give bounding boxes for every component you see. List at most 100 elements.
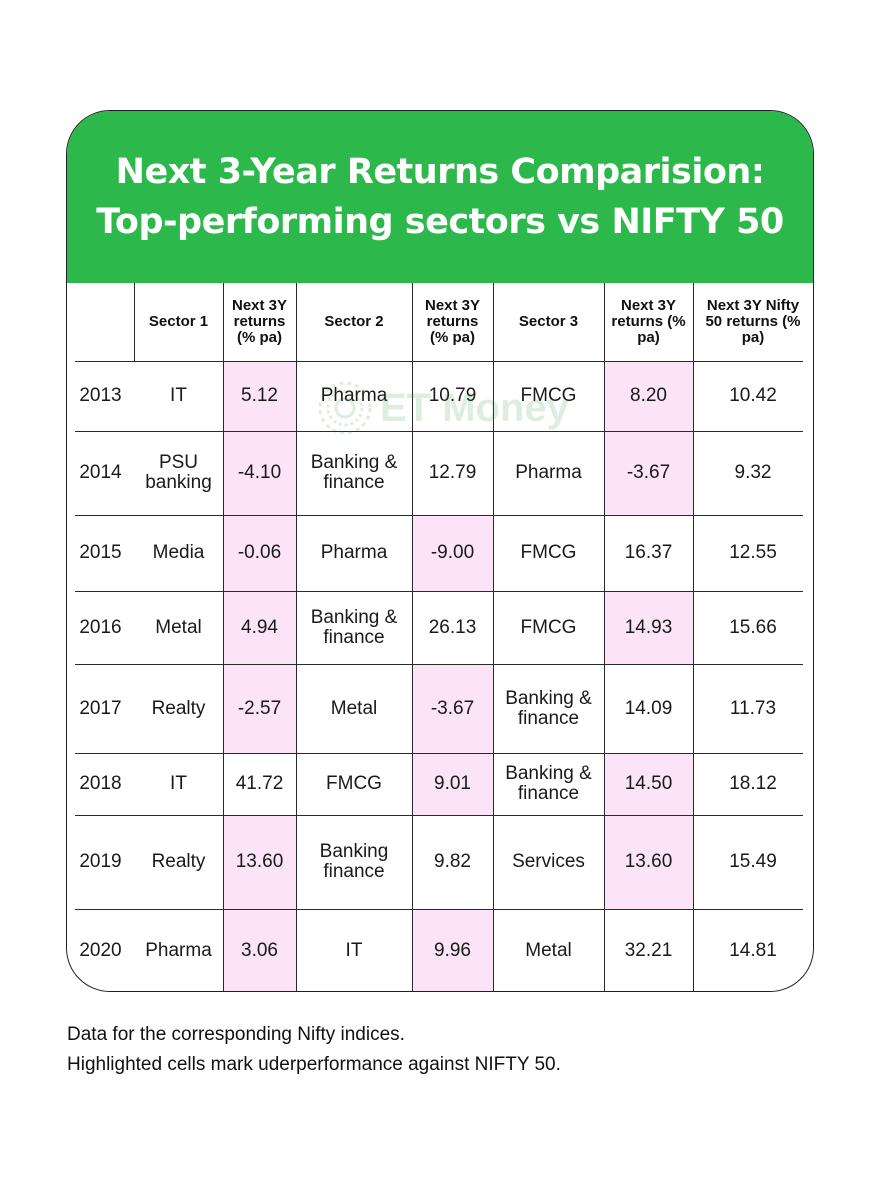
highlight-cell	[413, 909, 493, 991]
table-cell: 18.12	[729, 773, 777, 794]
table-cell: Pharma	[145, 940, 212, 961]
table-cell: FMCG	[520, 616, 577, 638]
table-cell: -0.06	[237, 542, 282, 563]
highlight-cell	[605, 591, 693, 664]
row-divider	[75, 909, 803, 910]
table-cell: -4.10	[237, 462, 282, 483]
highlight-cell	[224, 664, 296, 753]
column-header: Sector 2	[324, 313, 384, 330]
column-divider	[296, 283, 297, 991]
column-header: Sector 3	[518, 313, 579, 330]
highlight-cell	[413, 664, 493, 753]
row-divider	[75, 591, 803, 592]
table-cell: Banking & finance	[310, 452, 398, 493]
table-cell: 32.21	[624, 940, 673, 961]
title-line-1: Next 3-Year Returns Comparision:	[115, 152, 765, 192]
table-cell: 14.09	[624, 697, 673, 719]
table-cell: 9.96	[434, 940, 471, 961]
returns-table: Sector 1 Next 3Y returns (% pa) Sector 2 Ne…	[67, 283, 813, 991]
column-divider	[223, 283, 224, 991]
highlight-cell	[224, 361, 296, 431]
table-cell: Pharma	[320, 542, 388, 563]
table-cell: Metal	[525, 940, 572, 961]
table-cell: Banking & finance	[505, 763, 592, 804]
highlight-cell	[413, 753, 493, 815]
table-cell: 2017	[79, 697, 122, 719]
row-divider	[75, 515, 803, 516]
table-cell: Banking finance	[319, 841, 389, 882]
row-divider	[75, 664, 803, 665]
table-cell: 12.55	[729, 542, 777, 563]
table-cell: 2014	[79, 462, 122, 483]
title-banner: Next 3-Year Returns Comparision: Top-per…	[67, 111, 813, 283]
column-divider	[412, 283, 413, 991]
highlight-cell	[224, 815, 296, 909]
table-cell: 14.50	[624, 773, 673, 794]
table-cell: 2015	[79, 542, 122, 563]
column-divider	[604, 283, 605, 991]
table-cell: 9.01	[434, 773, 471, 794]
column-header: Next 3Y Nifty 50 returns (% pa)	[705, 297, 801, 346]
table-cell: 3.06	[241, 940, 278, 961]
table-cell: Pharma	[515, 462, 582, 483]
table-cell: 41.72	[235, 773, 284, 794]
highlight-cell	[224, 431, 296, 515]
highlight-cell	[605, 753, 693, 815]
table-cell: 2013	[79, 385, 122, 406]
table-cell: Services	[512, 851, 585, 872]
table-cell: 13.60	[624, 851, 673, 872]
table-cell: IT	[170, 385, 187, 406]
table-cell: 2016	[79, 616, 122, 638]
table-cell: -9.00	[430, 542, 475, 563]
highlight-cell	[413, 515, 493, 591]
highlight-cell	[605, 361, 693, 431]
table-cell: Realty	[151, 697, 206, 719]
table-cell: 10.42	[729, 385, 777, 406]
row-divider	[75, 431, 803, 432]
table-cell: 9.32	[734, 462, 772, 483]
row-divider	[75, 361, 803, 362]
footnote-line-2: Highlighted cells mark uderperformance a…	[67, 1054, 561, 1075]
highlight-cell	[224, 909, 296, 991]
table-cell: -3.67	[430, 697, 475, 719]
column-header: Next 3Y returns (% pa)	[231, 297, 288, 346]
table-cell: Metal	[155, 616, 202, 638]
table-cell: FMCG	[326, 773, 382, 794]
table-cell: Pharma	[320, 385, 388, 406]
table-cell: 16.37	[624, 542, 673, 563]
highlight-cell	[224, 591, 296, 664]
table-cell: FMCG	[520, 385, 577, 406]
table-cell: 13.60	[235, 851, 284, 872]
column-divider	[693, 283, 694, 991]
column-divider	[493, 283, 494, 991]
table-cell: 14.93	[624, 616, 673, 638]
column-divider	[134, 283, 135, 361]
highlight-cell	[224, 515, 296, 591]
table-cell: 14.81	[729, 940, 777, 961]
table-cell: 15.66	[729, 616, 777, 638]
table-cell: Media	[152, 542, 205, 563]
table-cell: IT	[170, 773, 187, 794]
footnote: Data for the corresponding Nifty indices…	[67, 1020, 827, 1080]
title-line-2: Top-performing sectors vs NIFTY 50	[96, 202, 784, 242]
table-cell: -2.57	[237, 697, 282, 719]
table-cell: 2020	[79, 940, 122, 961]
table-cell: Banking & finance	[505, 687, 592, 729]
table-cell: -3.67	[626, 462, 671, 483]
highlight-cell	[605, 815, 693, 909]
table-cell: IT	[345, 940, 363, 961]
column-header: Next 3Y returns (% pa)	[611, 297, 686, 346]
table-cell: Realty	[151, 851, 206, 872]
table-cell: 9.82	[434, 851, 471, 872]
table-cell: PSU banking	[145, 452, 212, 493]
table-cell: 8.20	[630, 385, 667, 406]
table-cell: 5.12	[241, 385, 278, 406]
row-divider	[75, 753, 803, 754]
table-cell: 15.49	[729, 851, 777, 872]
highlight-cell	[605, 431, 693, 515]
footnote-line-1: Data for the corresponding Nifty indices…	[67, 1024, 405, 1045]
table-cell: 4.94	[241, 616, 278, 638]
table-cell: Banking & finance	[310, 606, 398, 648]
table-cell: FMCG	[520, 542, 577, 563]
table-cell: 2018	[79, 773, 122, 794]
